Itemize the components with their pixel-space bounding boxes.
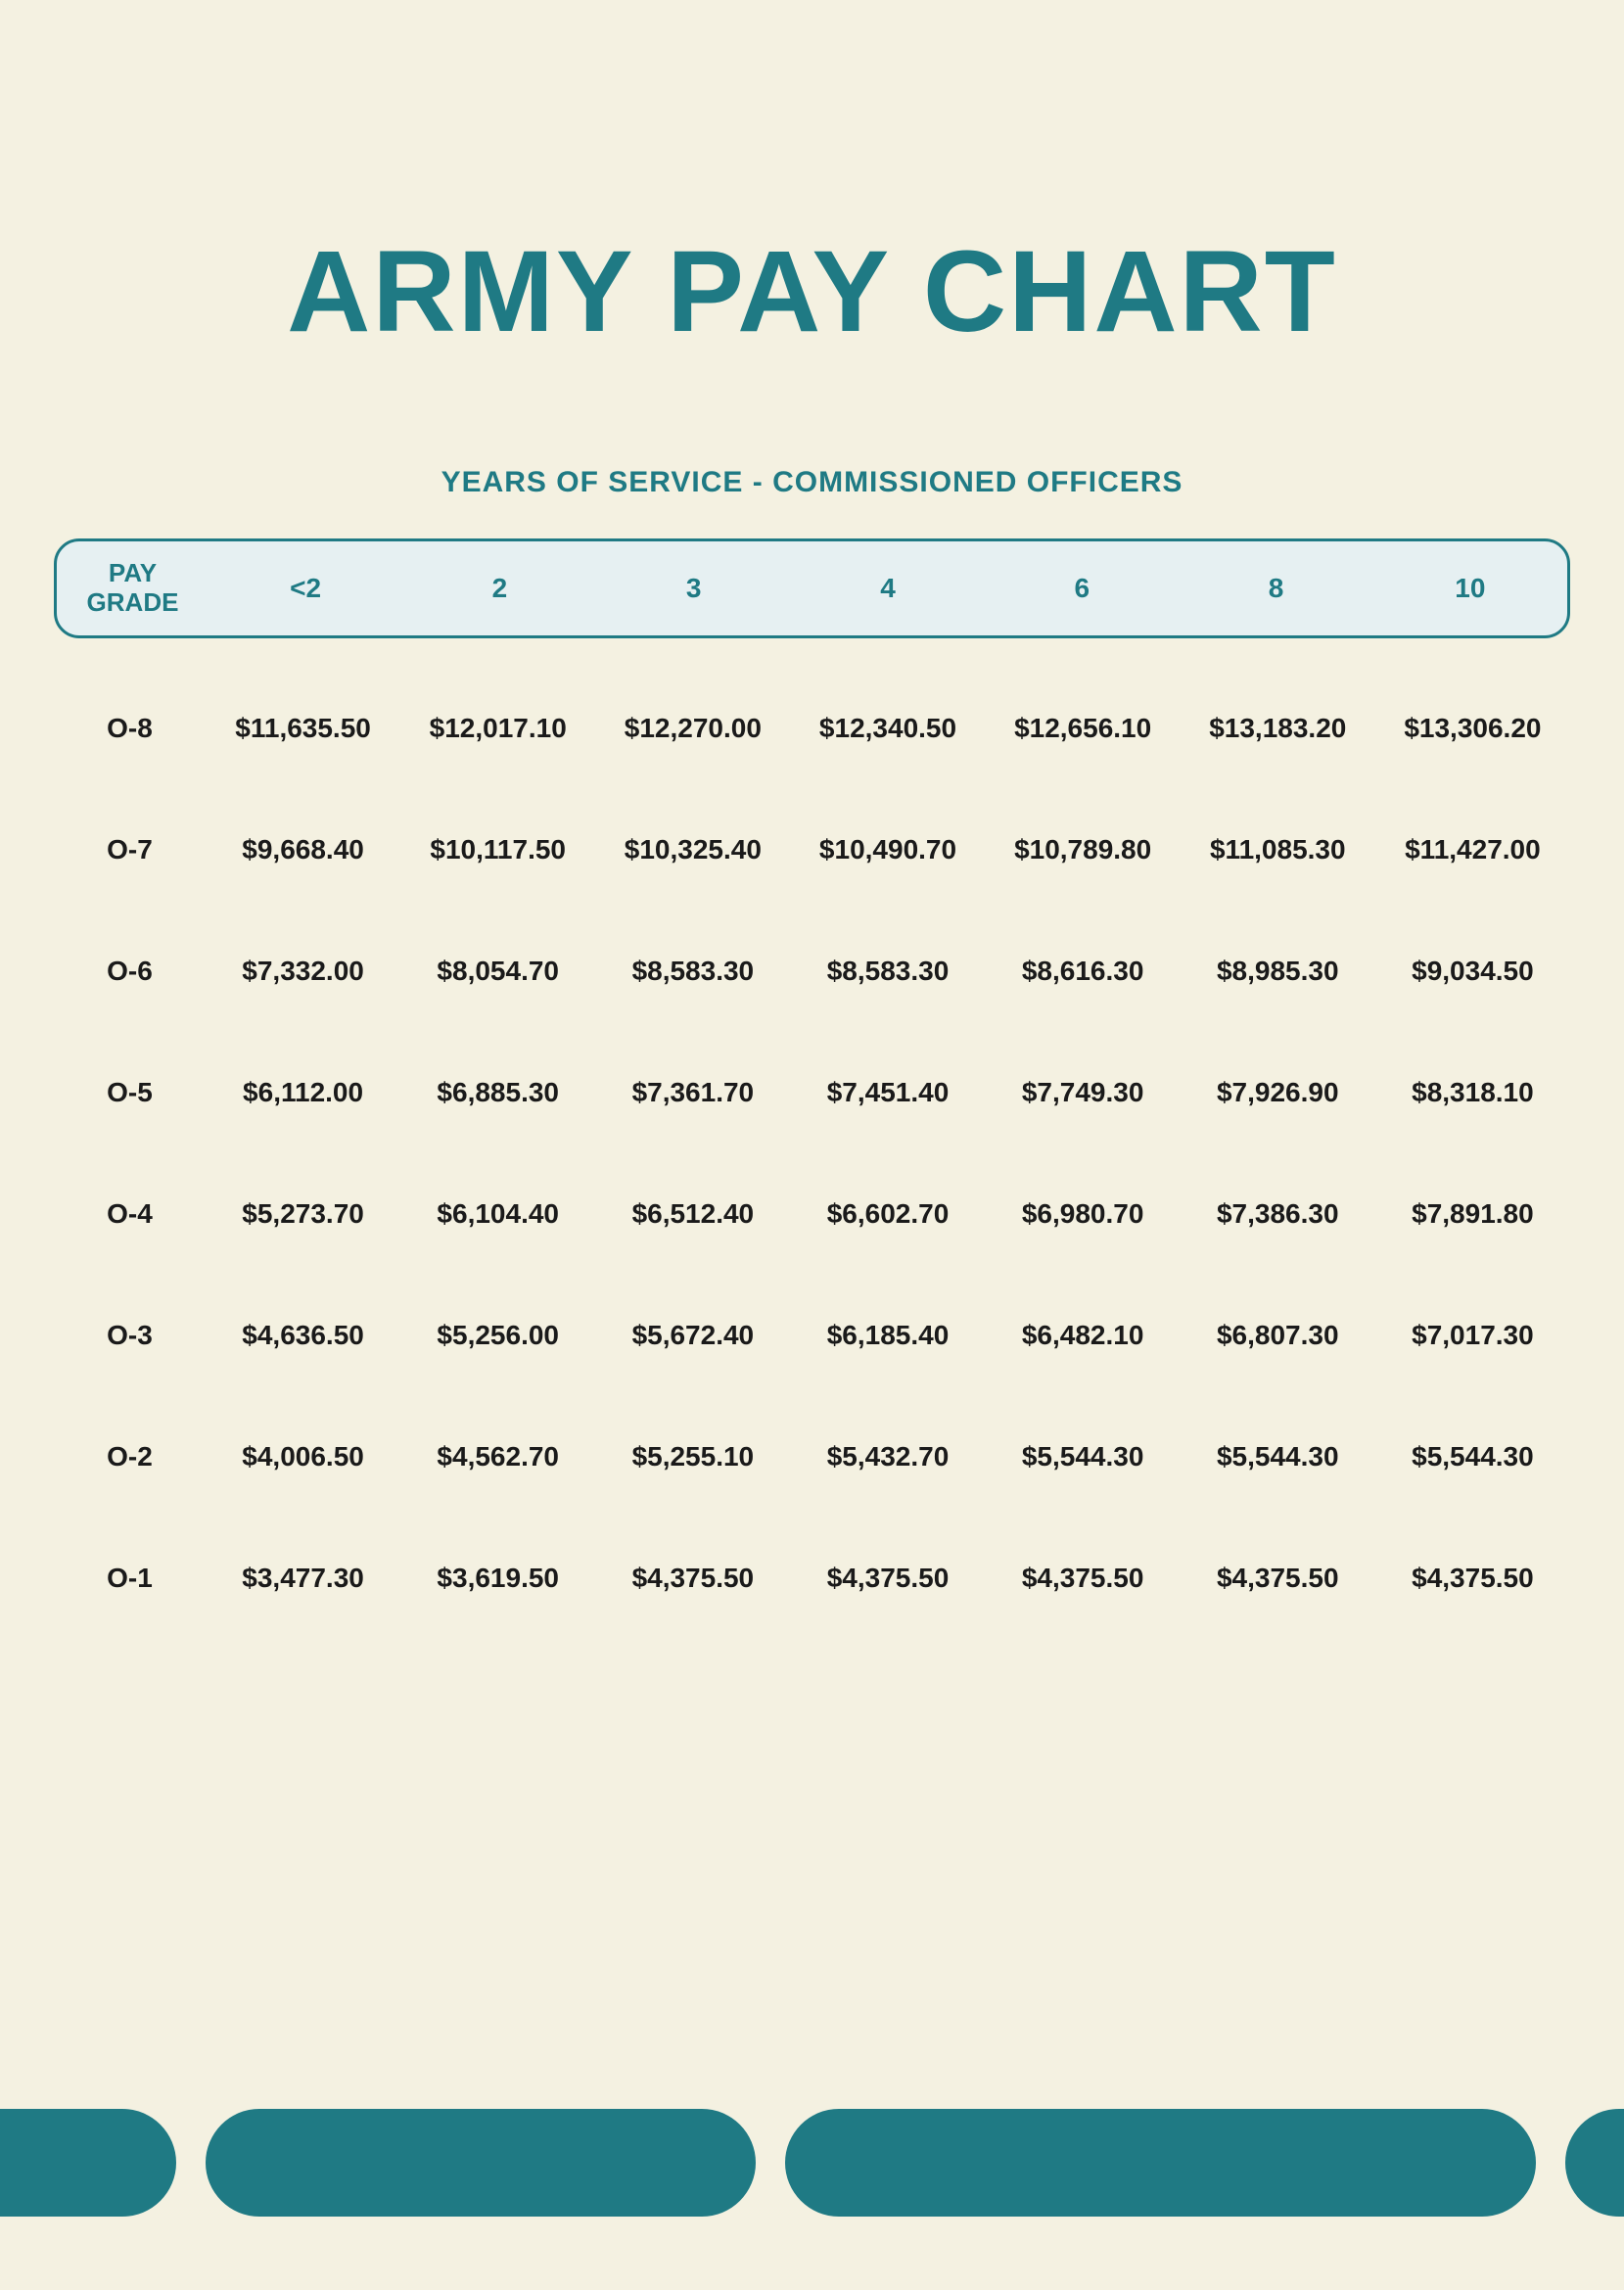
cell: $6,602.70 [790,1198,985,1230]
table-row: O-7 $9,668.40 $10,117.50 $10,325.40 $10,… [54,789,1570,911]
cell: $4,562.70 [400,1441,595,1472]
cell: $5,273.70 [206,1198,400,1230]
cell: $10,117.50 [400,834,595,865]
cell: $6,482.10 [986,1320,1181,1351]
col-header: 2 [402,573,596,604]
cell: $6,885.30 [400,1077,595,1108]
decor-pill [785,2109,1536,2217]
table-row: O-8 $11,635.50 $12,017.10 $12,270.00 $12… [54,668,1570,789]
col-header: 10 [1373,573,1567,604]
cell: $5,544.30 [986,1441,1181,1472]
cell: $5,255.10 [595,1441,790,1472]
corner-header-line2: GRADE [57,588,209,618]
cell: $7,386.30 [1181,1198,1375,1230]
subtitle: YEARS OF SERVICE - COMMISSIONED OFFICERS [0,466,1624,538]
cell: $8,616.30 [986,956,1181,987]
row-grade: O-2 [54,1441,206,1472]
cell: $12,340.50 [790,713,985,744]
cell: $6,807.30 [1181,1320,1375,1351]
cell: $10,789.80 [986,834,1181,865]
cell: $12,656.10 [986,713,1181,744]
footer-decoration [0,2109,1624,2217]
cell: $6,512.40 [595,1198,790,1230]
table-body: O-8 $11,635.50 $12,017.10 $12,270.00 $12… [54,638,1570,1639]
cell: $12,270.00 [595,713,790,744]
cell: $5,256.00 [400,1320,595,1351]
cell: $4,375.50 [790,1563,985,1594]
cell: $7,332.00 [206,956,400,987]
cell: $4,375.50 [1375,1563,1570,1594]
cell: $9,034.50 [1375,956,1570,987]
pay-table: PAY GRADE <2 2 3 4 6 8 10 O-8 $11,635.50… [54,538,1570,1639]
decor-pill [206,2109,756,2217]
row-grade: O-7 [54,834,206,865]
cell: $7,891.80 [1375,1198,1570,1230]
cell: $3,477.30 [206,1563,400,1594]
cell: $5,672.40 [595,1320,790,1351]
row-grade: O-8 [54,713,206,744]
cell: $5,544.30 [1375,1441,1570,1472]
cell: $9,668.40 [206,834,400,865]
table-header-row: PAY GRADE <2 2 3 4 6 8 10 [54,538,1570,638]
cell: $7,017.30 [1375,1320,1570,1351]
cell: $4,636.50 [206,1320,400,1351]
cell: $4,375.50 [595,1563,790,1594]
table-row: O-4 $5,273.70 $6,104.40 $6,512.40 $6,602… [54,1153,1570,1275]
cell: $6,104.40 [400,1198,595,1230]
cell: $13,183.20 [1181,713,1375,744]
table-row: O-6 $7,332.00 $8,054.70 $8,583.30 $8,583… [54,911,1570,1032]
table-row: O-2 $4,006.50 $4,562.70 $5,255.10 $5,432… [54,1396,1570,1518]
cell: $12,017.10 [400,713,595,744]
cell: $5,432.70 [790,1441,985,1472]
cell: $8,985.30 [1181,956,1375,987]
col-header: 3 [597,573,791,604]
cell: $3,619.50 [400,1563,595,1594]
cell: $6,980.70 [986,1198,1181,1230]
row-grade: O-5 [54,1077,206,1108]
cell: $10,325.40 [595,834,790,865]
cell: $5,544.30 [1181,1441,1375,1472]
table-row: O-3 $4,636.50 $5,256.00 $5,672.40 $6,185… [54,1275,1570,1396]
cell: $4,375.50 [986,1563,1181,1594]
decor-pill [1565,2109,1624,2217]
cell: $4,006.50 [206,1441,400,1472]
cell: $4,375.50 [1181,1563,1375,1594]
row-grade: O-4 [54,1198,206,1230]
cell: $7,451.40 [790,1077,985,1108]
col-header: 4 [791,573,985,604]
cell: $11,085.30 [1181,834,1375,865]
col-header: <2 [209,573,402,604]
table-row: O-1 $3,477.30 $3,619.50 $4,375.50 $4,375… [54,1518,1570,1639]
cell: $8,583.30 [790,956,985,987]
cell: $8,318.10 [1375,1077,1570,1108]
page-title: ARMY PAY CHART [0,0,1624,466]
cell: $6,112.00 [206,1077,400,1108]
cell: $7,749.30 [986,1077,1181,1108]
cell: $11,427.00 [1375,834,1570,865]
row-grade: O-3 [54,1320,206,1351]
cell: $7,926.90 [1181,1077,1375,1108]
cell: $6,185.40 [790,1320,985,1351]
cell: $13,306.20 [1375,713,1570,744]
row-grade: O-6 [54,956,206,987]
corner-header-line1: PAY [57,559,209,588]
cell: $8,054.70 [400,956,595,987]
cell: $7,361.70 [595,1077,790,1108]
col-header: 6 [985,573,1179,604]
table-row: O-5 $6,112.00 $6,885.30 $7,361.70 $7,451… [54,1032,1570,1153]
corner-header: PAY GRADE [57,559,209,618]
cell: $10,490.70 [790,834,985,865]
row-grade: O-1 [54,1563,206,1594]
decor-pill [0,2109,176,2217]
cell: $8,583.30 [595,956,790,987]
cell: $11,635.50 [206,713,400,744]
col-header: 8 [1179,573,1372,604]
